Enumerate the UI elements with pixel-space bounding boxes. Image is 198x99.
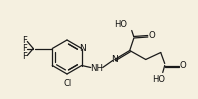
- Text: N: N: [79, 44, 86, 53]
- Text: N: N: [111, 55, 118, 64]
- Text: F: F: [22, 36, 27, 45]
- Text: HO: HO: [152, 75, 165, 84]
- Text: F: F: [22, 52, 27, 61]
- Text: Cl: Cl: [64, 79, 72, 89]
- Text: O: O: [148, 31, 155, 40]
- Text: HO: HO: [114, 20, 127, 29]
- Text: O: O: [179, 61, 186, 70]
- Text: NH: NH: [90, 64, 103, 73]
- Text: F: F: [22, 44, 27, 53]
